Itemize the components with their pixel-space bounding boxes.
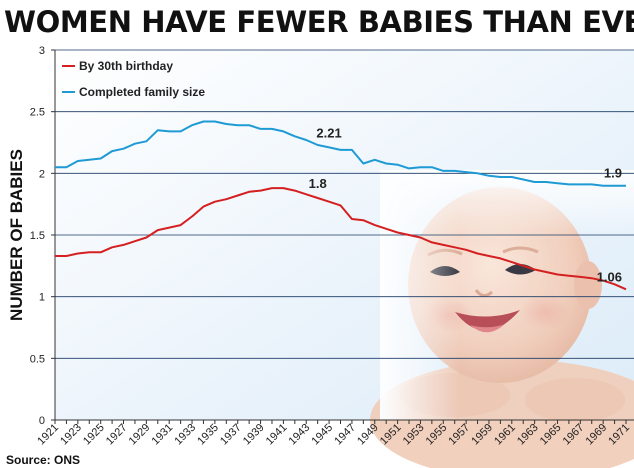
x-tick-label: 1933 bbox=[172, 422, 198, 448]
y-tick-label: 3 bbox=[39, 45, 45, 57]
x-tick-label: 1935 bbox=[195, 422, 221, 448]
data-label: 2.21 bbox=[316, 125, 341, 140]
y-tick-label: 0 bbox=[39, 415, 45, 427]
y-tick-labels: 0 0.5 1 1.5 2 2.5 3 bbox=[30, 45, 45, 427]
data-label: 1.06 bbox=[597, 269, 622, 284]
data-annotations: 2.21 1.9 1.8 1.06 bbox=[309, 125, 622, 284]
x-tick-label: 1941 bbox=[264, 422, 290, 448]
x-tick-label: 1929 bbox=[127, 422, 153, 448]
y-tick-label: 1 bbox=[39, 292, 45, 304]
baby-arm-right bbox=[525, 378, 625, 422]
series-line-by-30th-birthday bbox=[55, 187, 627, 291]
x-tick-label: 1931 bbox=[150, 422, 176, 448]
data-label: 1.8 bbox=[309, 176, 327, 191]
x-tick-label: 1945 bbox=[309, 422, 335, 448]
baby-cheek-right bbox=[519, 294, 571, 330]
y-tick-label: 1.5 bbox=[30, 230, 45, 242]
series-line-completed-family-size bbox=[55, 120, 626, 187]
legend-label: By 30th birthday bbox=[79, 59, 173, 73]
baby-eyebrow-right bbox=[502, 246, 539, 254]
x-tick-label: 1937 bbox=[218, 422, 244, 448]
axes bbox=[51, 49, 634, 424]
baby-nose bbox=[474, 289, 493, 297]
baby-tongue bbox=[470, 324, 505, 333]
baby-ear bbox=[574, 261, 602, 309]
legend: By 30th birthday Completed family size bbox=[62, 59, 205, 99]
series-lines bbox=[55, 120, 627, 291]
y-axis-label: NUMBER OF BABIES bbox=[7, 149, 26, 321]
x-tick-label: 1939 bbox=[241, 422, 267, 448]
x-tick-label: 1925 bbox=[81, 422, 107, 448]
baby-fade-top bbox=[380, 170, 634, 240]
y-tick-label: 2 bbox=[39, 168, 45, 180]
x-tick-label: 1927 bbox=[104, 422, 130, 448]
source-note: Source: ONS bbox=[6, 453, 81, 467]
x-tick-label: 1943 bbox=[287, 422, 313, 448]
x-tick-label: 1947 bbox=[332, 422, 358, 448]
gridlines bbox=[55, 49, 634, 359]
x-tick-label: 1923 bbox=[58, 422, 84, 448]
legend-label: Completed family size bbox=[79, 85, 205, 99]
y-tick-label: 2.5 bbox=[30, 107, 45, 119]
chart-title: WOMEN HAVE FEWER BABIES THAN EVER bbox=[4, 5, 634, 39]
y-tick-label: 0.5 bbox=[30, 353, 45, 365]
data-label: 1.9 bbox=[604, 166, 622, 181]
